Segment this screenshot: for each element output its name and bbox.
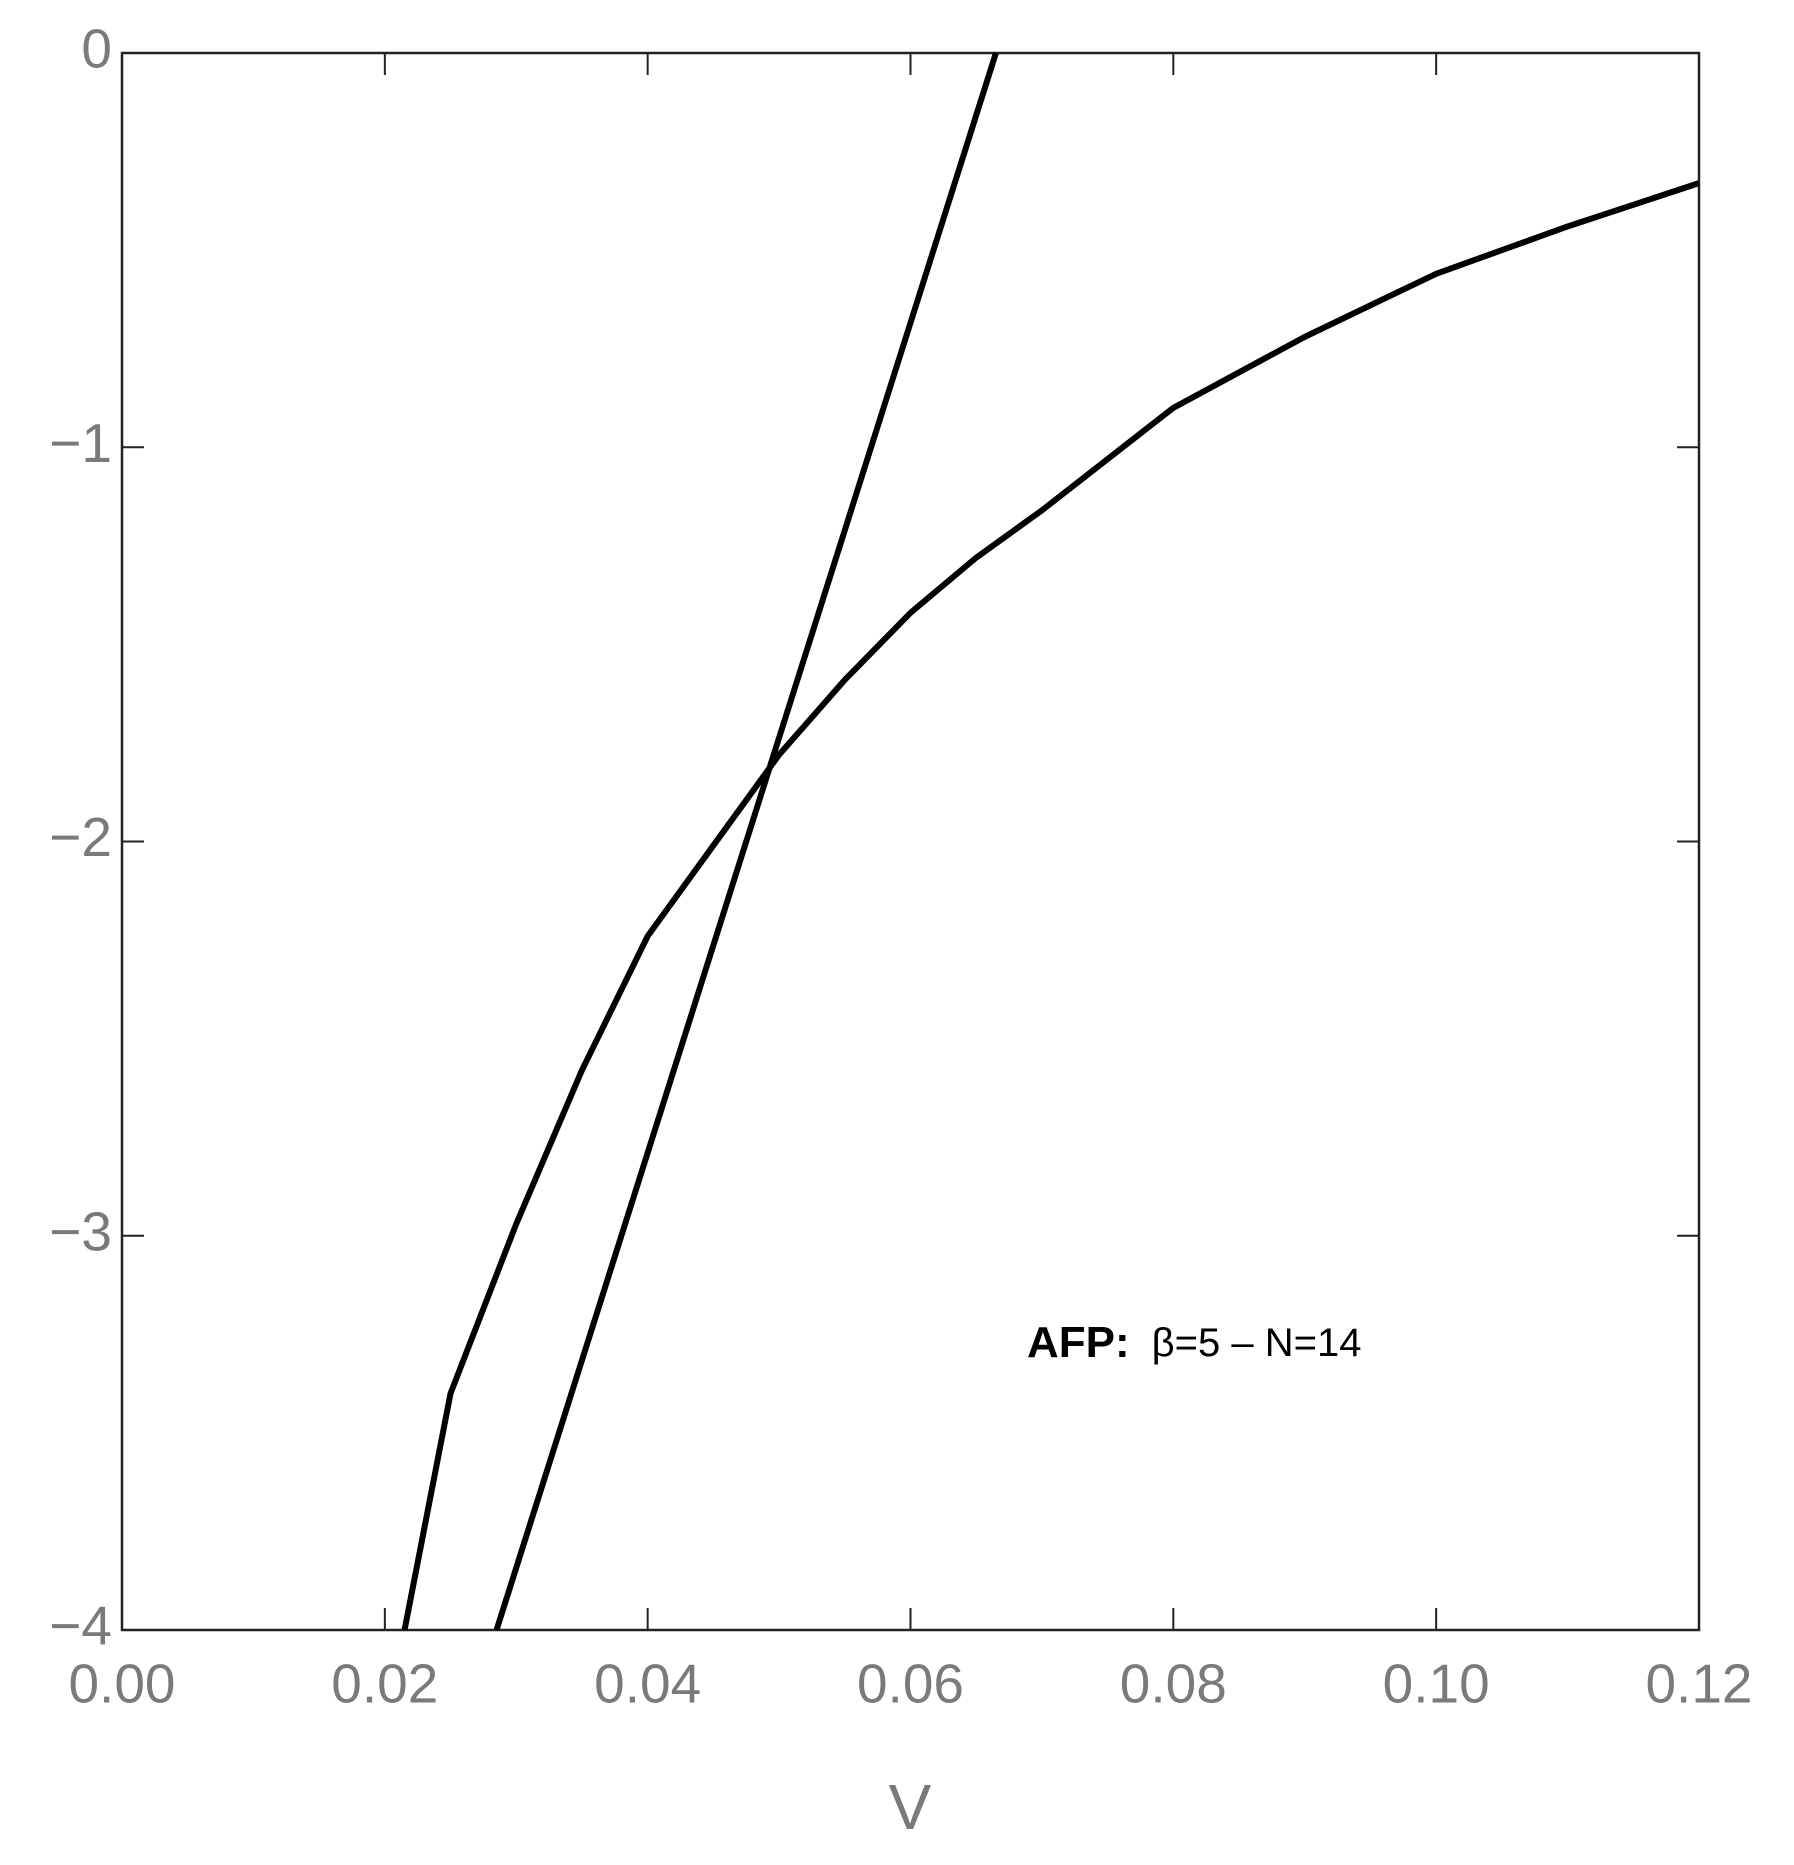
annotation-bold: AFP: — [1027, 1318, 1130, 1367]
annotation: AFP: β=5 – N=14 — [1027, 1318, 1361, 1367]
x-tick-label: 0.08 — [1120, 1653, 1227, 1715]
x-tick-label: 0.06 — [857, 1653, 964, 1715]
x-tick-label: 0.04 — [594, 1653, 701, 1715]
x-tick-label: 0.10 — [1383, 1653, 1490, 1715]
y-tick-label: −3 — [49, 1200, 112, 1262]
x-tick-label: 0.02 — [331, 1653, 438, 1715]
annotation-text: β=5 – N=14 — [1152, 1321, 1362, 1365]
x-axis-label: V — [889, 1771, 932, 1843]
y-tick-label: 0 — [81, 18, 112, 80]
x-tick-label: 0.00 — [68, 1653, 175, 1715]
y-tick-label: −1 — [49, 412, 112, 474]
curve — [493, 52, 999, 1631]
y-tick-label: −4 — [49, 1595, 112, 1657]
plot-frame — [120, 51, 1701, 1632]
y-tick-label: −2 — [49, 806, 112, 868]
curve — [401, 180, 1700, 1631]
x-tick-label: 0.12 — [1645, 1653, 1752, 1715]
